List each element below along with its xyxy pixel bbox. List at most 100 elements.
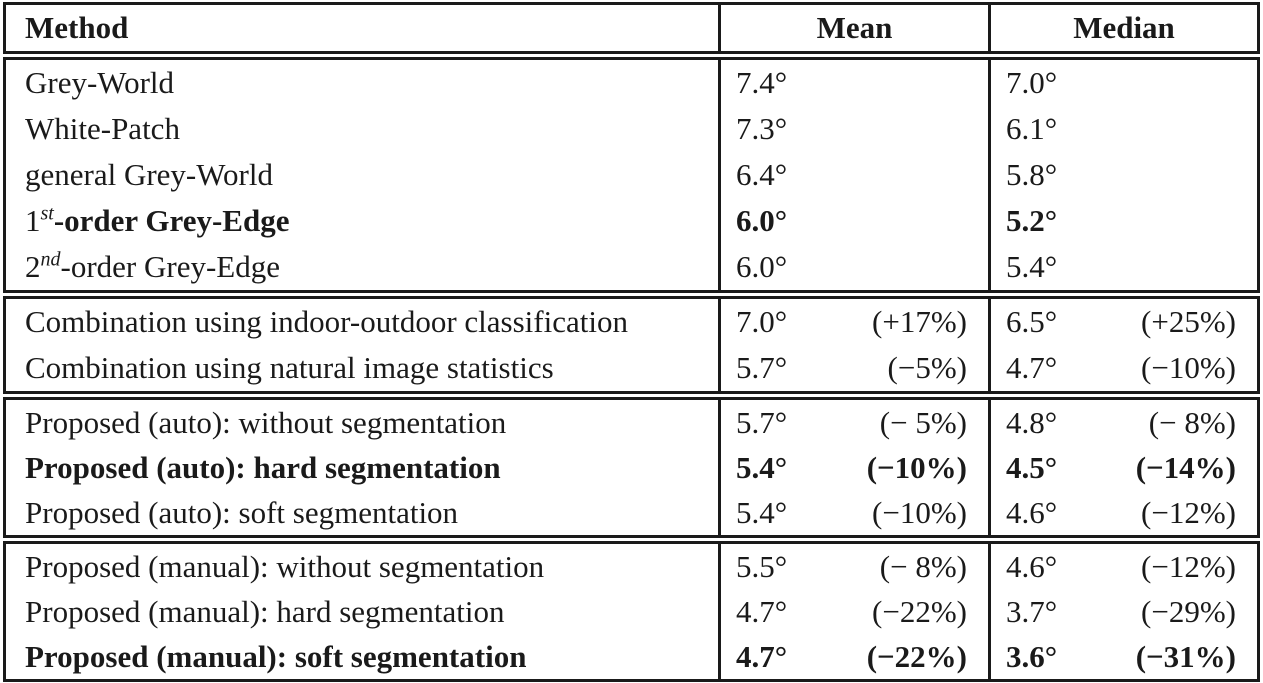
median-cell: 3.6° (−31%) (988, 634, 1257, 679)
table-row: Proposed (auto): hard segmentation 5.4° (… (6, 445, 1257, 490)
table-row: Proposed (auto): without segmentation 5.… (6, 400, 1257, 445)
mean-change: (+17%) (872, 304, 967, 339)
median-cell: 4.6° (−12%) (988, 544, 1257, 589)
mean-cell: 7.4° (718, 60, 988, 106)
mean-value: 7.4° (736, 65, 788, 100)
median-cell: 4.7° (−10%) (988, 345, 1257, 391)
median-cell: 4.5° (−14%) (988, 445, 1257, 490)
table-row: 1st-order Grey-Edge 6.0° 5.2° (6, 198, 1257, 244)
mean-cell: 7.0° (+17%) (718, 299, 988, 345)
mean-value: 5.4° (736, 449, 788, 485)
mean-change: (−22%) (872, 593, 967, 629)
table-row: Proposed (manual): without segmentation … (6, 544, 1257, 589)
median-cell: 4.8° (− 8%) (988, 400, 1257, 445)
mean-cell: 5.7° (−5%) (718, 345, 988, 391)
median-value: 4.7° (1006, 350, 1058, 385)
method-ordinal: 2 (25, 249, 41, 284)
method-cell: Proposed (manual): soft segmentation (25, 639, 527, 674)
method-ordinal: 1 (25, 203, 41, 238)
median-value: 4.6° (1006, 494, 1058, 530)
mean-value: 5.4° (736, 494, 788, 530)
table-row: Combination using natural image statisti… (6, 345, 1257, 391)
method-cell: Proposed (auto): hard segmentation (25, 450, 501, 485)
median-change: (−12%) (1141, 494, 1236, 530)
median-value: 7.0° (1006, 65, 1058, 100)
method-ordinal-suffix: st (40, 202, 54, 225)
median-value: 3.6° (1006, 638, 1058, 674)
median-value: 5.8° (1006, 157, 1058, 192)
mean-change: (−22%) (866, 638, 967, 674)
median-value: 5.4° (1006, 249, 1058, 284)
mean-cell: 5.4° (−10%) (718, 445, 988, 490)
mean-change: (− 5%) (879, 404, 967, 440)
median-cell: 5.2° (988, 198, 1257, 244)
table-row: general Grey-World 6.4° 5.8° (6, 152, 1257, 198)
mean-cell: 5.4° (−10%) (718, 490, 988, 535)
mean-value: 6.0° (736, 203, 788, 238)
mean-value: 5.5° (736, 548, 788, 584)
section-standard-methods: Grey-World 7.4° 7.0° White-Patch 7.3° 6.… (3, 57, 1260, 293)
method-cell: Proposed (auto): soft segmentation (25, 495, 459, 530)
median-change: (−31%) (1135, 638, 1236, 674)
mean-cell: 5.7° (− 5%) (718, 400, 988, 445)
column-header-median: Median (988, 5, 1257, 51)
method-cell: Combination using natural image statisti… (25, 350, 554, 385)
method-cell: Grey-World (25, 65, 175, 100)
method-name: -order Grey-Edge (53, 203, 290, 238)
mean-cell: 6.0° (718, 244, 988, 290)
method-cell: Proposed (manual): without segmentation (25, 549, 545, 584)
mean-value: 4.7° (736, 638, 788, 674)
column-header-method: Method (25, 10, 129, 45)
mean-change: (−10%) (866, 449, 967, 485)
mean-cell: 4.7° (−22%) (718, 589, 988, 634)
section-combination-methods: Combination using indoor-outdoor classif… (3, 296, 1260, 394)
mean-value: 6.4° (736, 157, 788, 192)
median-change: (+25%) (1141, 304, 1236, 339)
mean-cell: 6.4° (718, 152, 988, 198)
median-cell: 6.1° (988, 106, 1257, 152)
mean-value: 5.7° (736, 404, 788, 440)
median-value: 4.8° (1006, 404, 1058, 440)
median-value: 6.5° (1006, 304, 1058, 339)
mean-value: 7.0° (736, 304, 788, 339)
section-proposed-auto: Proposed (auto): without segmentation 5.… (3, 397, 1260, 538)
table-row: Grey-World 7.4° 7.0° (6, 60, 1257, 106)
header-row: Method Mean Median (6, 5, 1257, 51)
mean-value: 7.3° (736, 111, 788, 146)
median-cell: 7.0° (988, 60, 1257, 106)
mean-change: (−5%) (887, 350, 967, 385)
column-header-mean: Mean (718, 5, 988, 51)
mean-change: (− 8%) (879, 548, 967, 584)
median-value: 6.1° (1006, 111, 1058, 146)
mean-cell: 4.7° (−22%) (718, 634, 988, 679)
method-cell: 1st-order Grey-Edge (6, 198, 718, 244)
table-row: Combination using indoor-outdoor classif… (6, 299, 1257, 345)
mean-cell: 5.5° (− 8%) (718, 544, 988, 589)
median-change: (− 8%) (1148, 404, 1236, 440)
median-cell: 5.4° (988, 244, 1257, 290)
method-cell: Combination using indoor-outdoor classif… (25, 304, 628, 339)
mean-value: 4.7° (736, 593, 788, 629)
median-cell: 3.7° (−29%) (988, 589, 1257, 634)
median-change: (−12%) (1141, 548, 1236, 584)
table-row: Proposed (auto): soft segmentation 5.4° (… (6, 490, 1257, 535)
median-change: (−10%) (1141, 350, 1236, 385)
method-cell: Proposed (manual): hard segmentation (25, 594, 505, 629)
table-row: Proposed (manual): soft segmentation 4.7… (6, 634, 1257, 679)
mean-cell: 7.3° (718, 106, 988, 152)
mean-cell: 6.0° (718, 198, 988, 244)
table-row: Proposed (manual): hard segmentation 4.7… (6, 589, 1257, 634)
mean-value: 5.7° (736, 350, 788, 385)
method-cell: general Grey-World (25, 157, 273, 192)
median-change: (−14%) (1135, 449, 1236, 485)
median-value: 5.2° (1006, 203, 1058, 238)
median-value: 4.5° (1006, 449, 1058, 485)
method-cell: Proposed (auto): without segmentation (25, 405, 507, 440)
median-cell: 4.6° (−12%) (988, 490, 1257, 535)
median-value: 3.7° (1006, 593, 1058, 629)
median-change: (−29%) (1141, 593, 1236, 629)
method-name: -order Grey-Edge (60, 249, 280, 284)
method-cell: 2nd-order Grey-Edge (6, 244, 718, 290)
median-cell: 5.8° (988, 152, 1257, 198)
